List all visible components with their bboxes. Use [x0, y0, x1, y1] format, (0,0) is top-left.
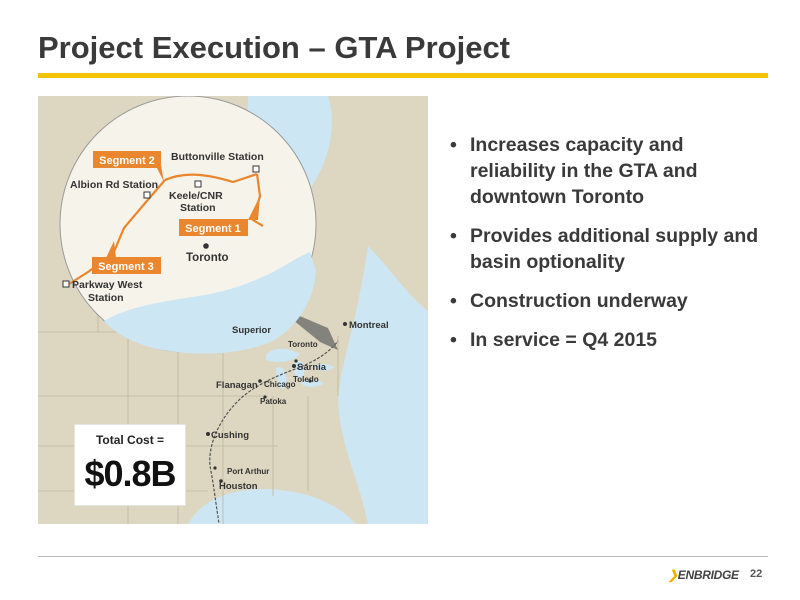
title-underline	[38, 73, 768, 78]
montreal-label: Montreal	[349, 320, 389, 331]
inset-lake-ontario	[104, 252, 316, 354]
enbridge-flame-icon: ❯	[668, 568, 678, 582]
lake-huron	[293, 361, 305, 379]
toronto-map-label: Toronto	[288, 340, 318, 349]
bullet-marker: •	[450, 225, 457, 247]
total-cost-box: Total Cost = $0.8B	[75, 425, 185, 505]
svg-text:Segment 2: Segment 2	[99, 155, 155, 167]
slide-title: Project Execution – GTA Project	[38, 30, 511, 65]
parkway-west-station-label: Station	[88, 292, 124, 304]
segment-1-label: Segment 1	[179, 196, 260, 236]
brand-name: ENBRIDGE	[677, 568, 739, 582]
cushing-label: Cushing	[211, 430, 249, 441]
segment-2-label: Segment 2	[93, 151, 164, 182]
bullet-item: • In service = Q4 2015	[448, 327, 768, 353]
port-arthur-label: Port Arthur	[227, 467, 269, 476]
total-cost-value: $0.8B	[84, 453, 176, 494]
parkway-west-label: Parkway West	[72, 279, 143, 291]
superior-label: Superior	[232, 325, 271, 336]
albion-rd-station-label: Albion Rd Station	[70, 179, 158, 191]
footer-divider	[38, 556, 768, 557]
houston-label: Houston	[219, 481, 258, 492]
bullet-marker: •	[450, 290, 457, 312]
gulf-of-mexico	[188, 489, 356, 524]
total-cost-label: Total Cost =	[95, 433, 165, 447]
bullet-text: Provides additional supply and basin opt…	[470, 225, 759, 273]
page-number: 22	[750, 568, 763, 580]
lake-superior	[266, 348, 300, 362]
lake-erie	[300, 379, 324, 387]
svg-text:Segment 3: Segment 3	[98, 261, 154, 273]
station-markers	[62, 165, 260, 288]
lake-michigan	[276, 366, 287, 389]
bullet-marker: •	[450, 329, 457, 351]
bullet-text: In service = Q4 2015	[470, 329, 658, 351]
city-markers	[206, 322, 347, 483]
atlantic-ocean	[338, 246, 428, 524]
bullet-list: • Increases capacity and reliability in t…	[448, 132, 768, 366]
sarnia-label: Sarnia	[297, 362, 327, 373]
bullet-text: Construction underway	[470, 290, 688, 312]
bullet-item: • Increases capacity and reliability in t…	[448, 132, 768, 210]
buttonville-station-label: Buttonville Station	[171, 151, 264, 163]
bullet-item: • Construction underway	[448, 288, 768, 314]
flanagan-label: Flanagan	[216, 380, 258, 391]
toronto-dot	[203, 243, 209, 249]
toledo-label: Toledo	[293, 375, 319, 384]
keele-cnr-station-label: Station	[180, 202, 216, 214]
svg-text:Segment 1: Segment 1	[185, 223, 241, 235]
segment-3-label: Segment 3	[92, 241, 161, 274]
chicago-label: Chicago	[264, 380, 296, 389]
toronto-inset-label: Toronto	[186, 252, 229, 264]
pipeline-route	[209, 340, 339, 524]
enbridge-logo: ❯ENBRIDGE	[668, 568, 739, 582]
keele-cnr-label: Keele/CNR	[169, 190, 223, 202]
bullet-text: Increases capacity and reliability in th…	[470, 134, 698, 208]
lake-ontario	[314, 363, 334, 371]
bullet-marker: •	[450, 134, 457, 156]
bullet-item: • Provides additional supply and basin op…	[448, 223, 768, 275]
patoka-label: Patoka	[260, 397, 287, 406]
